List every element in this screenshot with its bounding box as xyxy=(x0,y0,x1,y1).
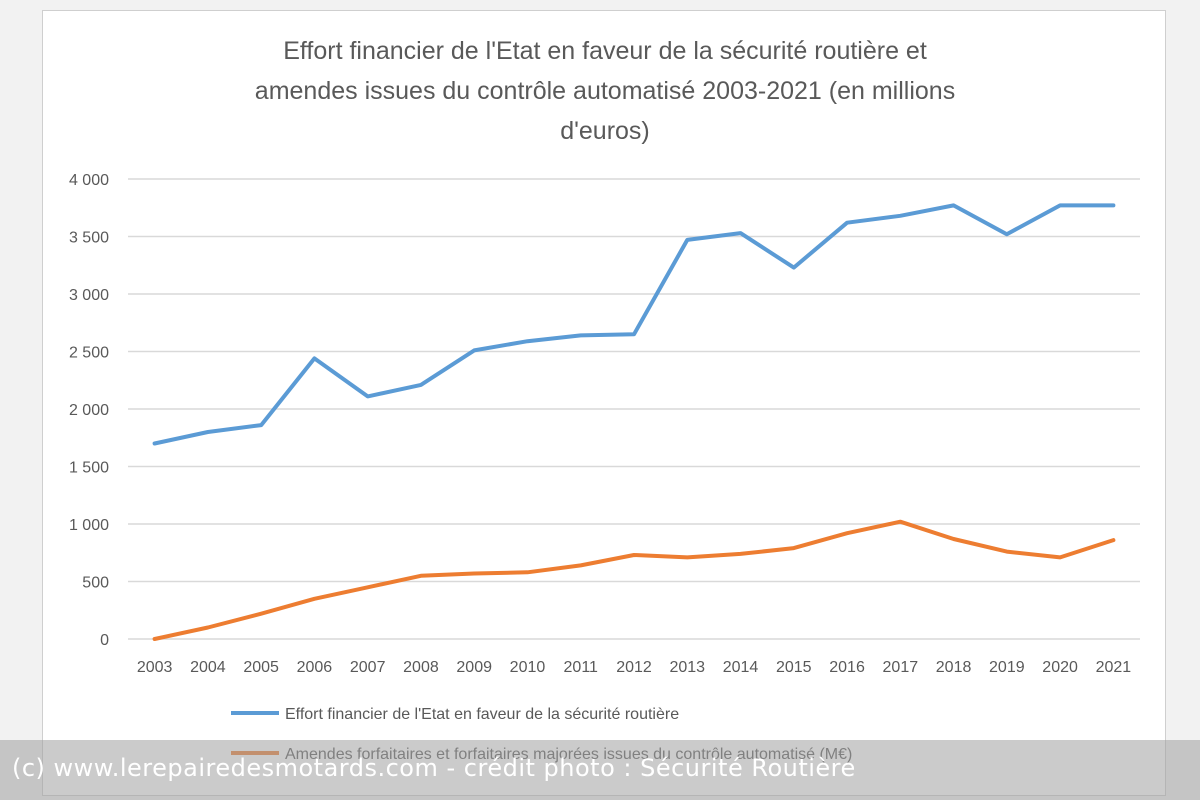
chart-frame: Effort financier de l'Etat en faveur de … xyxy=(42,10,1166,796)
x-tick-label: 2017 xyxy=(883,659,919,676)
y-tick-label: 0 xyxy=(100,632,109,649)
y-tick-label: 4 000 xyxy=(69,172,109,189)
x-tick-label: 2019 xyxy=(989,659,1025,676)
chart-title-line: d'euros) xyxy=(560,117,650,145)
x-tick-label: 2011 xyxy=(564,659,599,676)
gridlines xyxy=(128,178,1140,640)
x-tick-label: 2009 xyxy=(456,659,492,676)
y-tick-label: 2 500 xyxy=(69,345,109,362)
x-tick-label: 2014 xyxy=(723,659,759,676)
legend-label: Effort financier de l'Etat en faveur de … xyxy=(285,706,679,723)
x-tick-label: 2018 xyxy=(936,659,972,676)
x-tick-label: 2010 xyxy=(510,659,546,676)
x-tick-label: 2004 xyxy=(190,659,226,676)
x-tick-label: 2013 xyxy=(669,659,705,676)
y-tick-label: 2 000 xyxy=(69,402,109,419)
series-line-1 xyxy=(152,203,1116,446)
watermark-text: (c) www.lerepairedesmotards.com - crédit… xyxy=(12,754,856,782)
chart-title-line: amendes issues du contrôle automatisé 20… xyxy=(255,77,955,105)
x-tick-label: 2008 xyxy=(403,659,439,676)
line-chart: Effort financier de l'Etat en faveur de … xyxy=(69,37,1140,763)
x-tick-label: 2006 xyxy=(297,659,333,676)
y-axis-ticks: 0 500 1 000 1 500 2 000 2 500 3 000 3 500 4 000 xyxy=(69,172,109,649)
y-tick-label: 3 500 xyxy=(69,230,109,247)
x-tick-label: 2021 xyxy=(1096,659,1132,676)
series-line-2 xyxy=(152,519,1116,641)
y-tick-label: 500 xyxy=(82,575,109,592)
x-axis-ticks: 2003 2004 2005 2006 2007 2008 2009 2010 2011 2012… xyxy=(137,659,1131,676)
watermark-bar: (c) www.lerepairedesmotards.com - crédit… xyxy=(0,740,1200,800)
x-tick-label: 2015 xyxy=(776,659,812,676)
x-tick-label: 2007 xyxy=(350,659,386,676)
chart-title: Effort financier de l'Etat en faveur de … xyxy=(255,37,955,145)
x-tick-label: 2005 xyxy=(243,659,279,676)
series-lines xyxy=(152,203,1116,641)
y-tick-label: 3 000 xyxy=(69,287,109,304)
x-tick-label: 2012 xyxy=(616,659,652,676)
x-tick-label: 2003 xyxy=(137,659,173,676)
x-tick-label: 2020 xyxy=(1042,659,1078,676)
y-tick-label: 1 000 xyxy=(69,517,109,534)
chart-title-line: Effort financier de l'Etat en faveur de … xyxy=(283,37,927,65)
y-tick-label: 1 500 xyxy=(69,460,109,477)
x-tick-label: 2016 xyxy=(829,659,865,676)
